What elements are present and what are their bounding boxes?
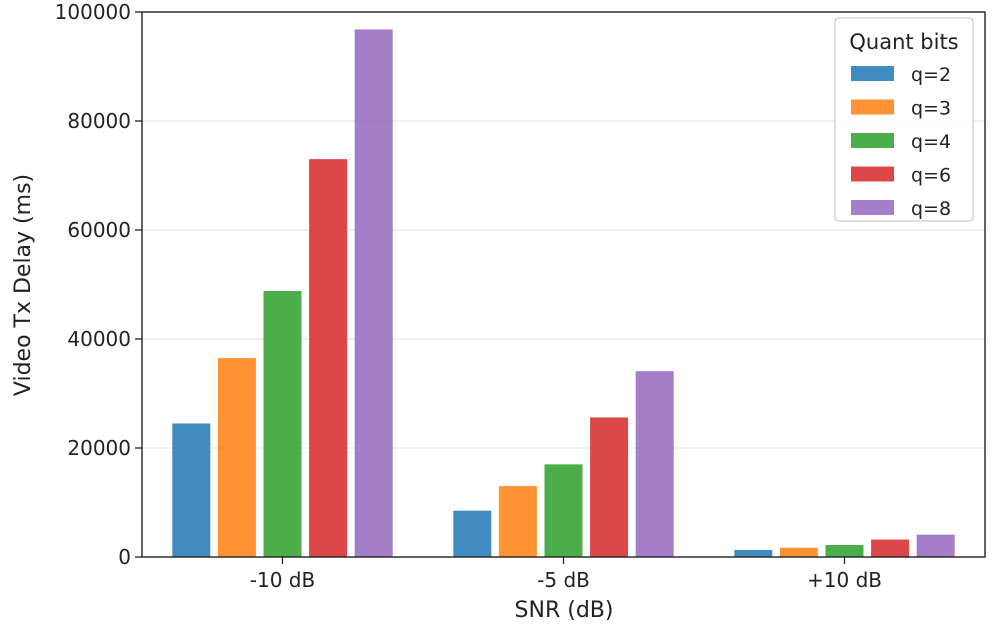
bar-q4-2 [825, 545, 864, 557]
bar-q4-0 [263, 291, 302, 557]
x-tick-label: -10 dB [250, 568, 315, 592]
legend-swatch [851, 133, 894, 148]
legend: Quant bits q=2 q=3 q=4 q=6 q=8 [834, 17, 974, 222]
bar-q6-1 [590, 417, 629, 557]
legend-label: q=3 [911, 98, 951, 120]
legend-title: Quant bits [849, 30, 958, 54]
bars [172, 29, 955, 557]
bar-q6-2 [871, 539, 910, 557]
legend-label: q=2 [911, 64, 951, 86]
y-axis-ticks: 0 20000 40000 60000 80000 100000 [55, 0, 142, 569]
bar-q2-0 [172, 423, 211, 557]
bar-q8-0 [354, 29, 393, 557]
bar-q3-0 [217, 358, 256, 557]
legend-label: q=4 [911, 131, 951, 153]
x-axis-title: SNR (dB) [515, 598, 614, 623]
y-tick-label: 60000 [67, 218, 131, 242]
bar-q6-0 [309, 159, 348, 557]
bar-q2-2 [734, 549, 773, 557]
y-tick-label: 80000 [67, 109, 131, 133]
legend-swatch [851, 166, 894, 182]
bar-q3-1 [498, 486, 537, 557]
bar-q8-1 [635, 371, 674, 557]
bar-q8-2 [916, 534, 955, 557]
y-tick-label: 100000 [55, 0, 131, 24]
x-tick-label: -5 dB [537, 568, 590, 592]
legend-label: q=8 [911, 198, 951, 220]
y-tick-label: 20000 [67, 436, 131, 460]
legend-swatch [851, 200, 894, 215]
bar-q2-1 [453, 510, 492, 557]
legend-swatch [851, 66, 894, 81]
x-axis-ticks: -10 dB -5 dB +10 dB [250, 557, 882, 592]
y-tick-label: 40000 [67, 327, 131, 351]
y-tick-label: 0 [118, 545, 131, 569]
bar-q3-2 [779, 547, 818, 557]
y-axis-title: Video Tx Delay (ms) [11, 174, 36, 396]
x-tick-label: +10 dB [807, 568, 882, 592]
legend-label: q=6 [911, 165, 951, 187]
legend-swatch [851, 99, 894, 115]
bar-q4-1 [544, 464, 583, 557]
